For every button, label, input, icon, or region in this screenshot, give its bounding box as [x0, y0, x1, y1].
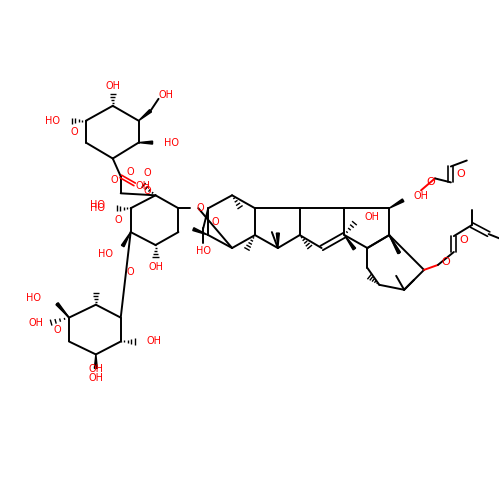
Text: O: O: [144, 168, 152, 178]
Text: OH: OH: [28, 318, 43, 328]
Polygon shape: [94, 354, 98, 368]
Text: O: O: [460, 235, 468, 245]
Text: HO: HO: [164, 138, 180, 147]
Text: O: O: [115, 215, 122, 225]
Polygon shape: [389, 199, 404, 208]
Polygon shape: [138, 110, 151, 120]
Polygon shape: [344, 235, 356, 250]
Text: OH: OH: [106, 81, 120, 91]
Text: O: O: [144, 186, 152, 196]
Text: OH: OH: [88, 364, 104, 374]
Text: OH: OH: [135, 182, 150, 192]
Text: HO: HO: [90, 200, 105, 210]
Polygon shape: [56, 302, 69, 318]
Polygon shape: [193, 228, 208, 235]
Text: O: O: [456, 170, 465, 179]
Text: OH: OH: [146, 336, 162, 346]
Text: O: O: [127, 168, 134, 177]
Polygon shape: [122, 232, 130, 247]
Text: O: O: [70, 126, 78, 136]
Polygon shape: [138, 141, 152, 144]
Text: HO: HO: [196, 246, 211, 256]
Text: O: O: [196, 203, 204, 213]
Polygon shape: [389, 235, 400, 254]
Text: O: O: [54, 324, 61, 334]
Text: HO: HO: [98, 249, 113, 259]
Text: OH: OH: [364, 212, 380, 222]
Text: OH: OH: [159, 90, 174, 100]
Text: O: O: [127, 267, 134, 277]
Text: O: O: [212, 217, 219, 227]
Text: O: O: [111, 176, 118, 186]
Text: HO: HO: [26, 292, 41, 302]
Text: OH: OH: [148, 262, 163, 272]
Text: OH: OH: [413, 192, 428, 202]
Text: HO: HO: [90, 203, 105, 213]
Text: O: O: [442, 257, 450, 267]
Text: HO: HO: [45, 116, 60, 126]
Polygon shape: [276, 233, 280, 248]
Text: O: O: [426, 178, 436, 188]
Text: OH: OH: [88, 374, 104, 384]
